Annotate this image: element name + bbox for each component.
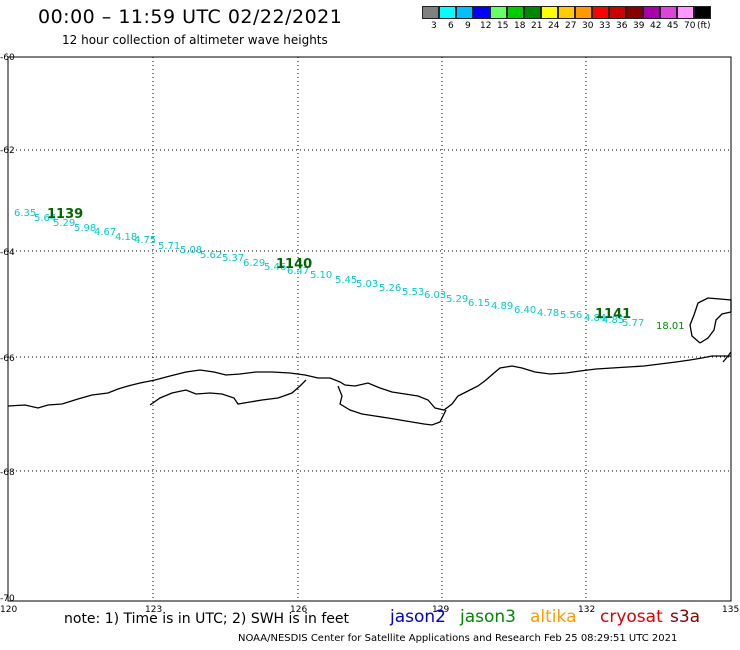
- wave-height-label: 5.37: [222, 253, 244, 264]
- color-legend-label: 3: [431, 21, 437, 31]
- wave-height-label: 5.29: [446, 294, 468, 305]
- color-swatch: [592, 6, 609, 19]
- color-legend-label: 70: [684, 21, 696, 31]
- coastline-island: [689, 297, 732, 344]
- wave-height-label: 5.46: [264, 262, 286, 273]
- color-legend: [422, 6, 711, 19]
- wave-height-label: 4.67: [94, 227, 116, 238]
- wave-height-label: 4.18: [115, 232, 137, 243]
- color-legend-labels: 3 6 9 12 15 18 21 24 27 30 33 36 39 42 45 70 (ft): [422, 21, 740, 33]
- color-legend-label: 24: [548, 21, 560, 31]
- credit-line: NOAA/NESDIS Center for Satellite Applica…: [238, 633, 678, 644]
- satellite-jason2: jason2: [390, 607, 446, 627]
- color-swatch: [643, 6, 660, 19]
- color-legend-label: 12: [480, 21, 492, 31]
- footer-note: note: 1) Time is in UTC; 2) SWH is in fe…: [64, 611, 350, 627]
- color-legend-label: 15: [497, 21, 509, 31]
- longitude-label: 123: [145, 605, 162, 615]
- pass-number-label: 1139: [47, 207, 83, 222]
- wave-height-label: 5.98: [74, 223, 96, 234]
- wave-height-label: 6.40: [514, 305, 536, 316]
- color-swatch: [439, 6, 456, 19]
- longitude-label: 129: [432, 605, 449, 615]
- pass-number-label: 1141: [595, 307, 631, 322]
- wave-height-label: 6.03: [424, 290, 446, 301]
- latitude-label: -62: [0, 146, 15, 156]
- wave-height-label: 5.53: [402, 287, 424, 298]
- satellite-altika: altika: [530, 607, 577, 627]
- wave-height-label: 5.64: [34, 213, 56, 224]
- color-swatch: [558, 6, 575, 19]
- color-swatch: [507, 6, 524, 19]
- color-legend-label: 6: [448, 21, 454, 31]
- latitude-label: -68: [0, 468, 15, 478]
- map-frame: [7, 56, 732, 602]
- color-legend-label: 42: [650, 21, 662, 31]
- color-legend-label: 33: [599, 21, 611, 31]
- wave-height-label: 18.01: [656, 321, 685, 332]
- color-swatch: [456, 6, 473, 19]
- color-legend-label: 9: [465, 21, 471, 31]
- color-swatch: [660, 6, 677, 19]
- color-swatch: [422, 6, 439, 19]
- color-legend-label: 39: [633, 21, 645, 31]
- color-swatch: [694, 6, 711, 19]
- latitude-label: -60: [0, 53, 15, 63]
- pass-number-label: 1140: [276, 257, 312, 272]
- color-swatch: [541, 6, 558, 19]
- latitude-label: -66: [0, 354, 15, 364]
- wave-height-label: 5.71: [158, 241, 180, 252]
- map-subtitle: 12 hour collection of altimeter wave hei…: [62, 33, 328, 47]
- color-legend-label: (ft): [697, 21, 711, 31]
- wave-height-label: 4.78: [537, 308, 559, 319]
- wave-height-label: 5.10: [310, 270, 332, 281]
- color-legend-label: 45: [667, 21, 679, 31]
- longitude-label: 126: [290, 605, 307, 615]
- satellite-jason3: jason3: [460, 607, 516, 627]
- longitude-label: 135: [722, 605, 739, 615]
- color-swatch: [677, 6, 694, 19]
- wave-height-label: 6.29: [243, 258, 265, 269]
- latitude-label: -70: [0, 594, 15, 604]
- satellite-cryosat: cryosat: [600, 607, 663, 627]
- color-legend-label: 18: [514, 21, 526, 31]
- wave-height-label: 5.56: [560, 310, 582, 321]
- wave-height-label: 5.29: [53, 218, 75, 229]
- color-swatch: [473, 6, 490, 19]
- wave-height-label: 5.08: [180, 245, 202, 256]
- wave-height-label: 5.03: [356, 279, 378, 290]
- wave-height-label: 6.15: [468, 298, 490, 309]
- color-swatch: [524, 6, 541, 19]
- coastline-glacier: [337, 385, 447, 426]
- coastline-inlet: [149, 379, 307, 406]
- color-swatch: [626, 6, 643, 19]
- longitude-label: 120: [0, 605, 17, 615]
- longitude-label: 132: [578, 605, 595, 615]
- map-title: 00:00 – 11:59 UTC 02/22/2021: [38, 6, 343, 28]
- color-legend-label: 21: [531, 21, 543, 31]
- wave-height-label: 5.45: [335, 275, 357, 286]
- wave-height-label: 4.75: [134, 235, 156, 246]
- color-swatch: [609, 6, 626, 19]
- wave-height-label: 4.89: [491, 301, 513, 312]
- coastline-edge: [722, 351, 732, 363]
- wave-height-label: 4.84: [584, 313, 606, 324]
- coastline: [7, 355, 731, 411]
- latitude-label: -64: [0, 248, 15, 258]
- wave-height-label: 5.62: [200, 250, 222, 261]
- wave-height-label: 4.85: [602, 315, 624, 326]
- wave-height-label: 6.47: [287, 266, 309, 277]
- wave-height-label: 5.26: [379, 283, 401, 294]
- color-legend-label: 30: [582, 21, 594, 31]
- color-swatch: [575, 6, 592, 19]
- color-swatch: [490, 6, 507, 19]
- color-legend-label: 36: [616, 21, 628, 31]
- satellite-s3a: s3a: [670, 607, 701, 627]
- wave-height-label: 6.35: [14, 208, 36, 219]
- wave-height-label: 5.77: [622, 318, 644, 329]
- color-legend-label: 27: [565, 21, 577, 31]
